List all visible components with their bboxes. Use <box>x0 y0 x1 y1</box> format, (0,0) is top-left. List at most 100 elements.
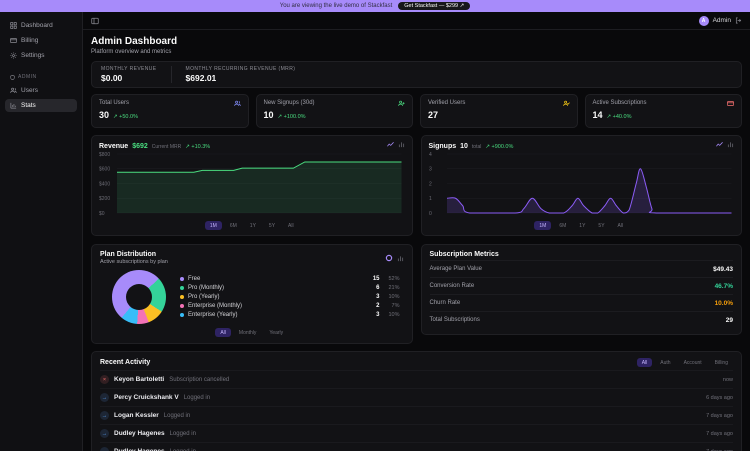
range-pill-1y[interactable]: 1Y <box>579 222 586 229</box>
metric-row-avg-plan-value: Average Plan Value $49.43 <box>429 260 733 277</box>
bar-chart-icon[interactable] <box>397 255 404 262</box>
activity-row[interactable]: × Keyon Bartoletti Subscription cancelle… <box>100 370 733 388</box>
plan-filter-yearly[interactable]: Yearly <box>269 329 284 336</box>
donut-chart-icon[interactable] <box>385 254 393 262</box>
banner-cta-button[interactable]: Get Stackfast — $299 ↗ <box>398 2 471 10</box>
signups-chart-card: Signups 10 total ↗ +900.0% 4 3 2 1 0 1M 6M 1 <box>420 135 742 236</box>
range-pill-5y[interactable]: 5Y <box>598 222 605 229</box>
subscription-metrics-card: Subscription Metrics Average Plan Value … <box>420 244 742 335</box>
main-area: A Admin Admin Dashboard Platform overvie… <box>83 12 750 451</box>
login-icon: → <box>100 447 109 451</box>
topbar: A Admin <box>83 12 750 30</box>
dashboard-icon <box>10 22 17 29</box>
revenue-change-badge: ↗ +10.3% <box>185 144 211 150</box>
stat-trend-badge: ↗ +50.0% <box>113 114 138 120</box>
line-chart-icon[interactable] <box>716 141 723 148</box>
sidebar-item-stats[interactable]: Stats <box>5 99 77 112</box>
activity-filter-all[interactable]: All <box>636 358 653 367</box>
stat-card-total-users: Total Users 30 ↗ +50.0% <box>91 94 249 128</box>
user-plus-icon <box>398 100 405 107</box>
range-pill-all[interactable]: All <box>288 222 294 229</box>
line-chart-icon[interactable] <box>386 141 394 148</box>
sidebar-item-dashboard[interactable]: Dashboard <box>5 19 77 32</box>
mid-row: Plan Distribution Active subscriptions b… <box>91 244 742 344</box>
plan-filter-all[interactable]: All <box>215 328 231 337</box>
range-pill-1m[interactable]: 1M <box>204 221 222 230</box>
sidebar-item-settings[interactable]: Settings <box>5 49 77 62</box>
strip-mrr: MONTHLY RECURRING REVENUE (MRR) $692.01 <box>170 66 310 83</box>
activity-row[interactable]: → Logan Kessler Logged in 7 days ago <box>100 406 733 424</box>
credit-card-icon <box>10 37 17 44</box>
stat-label: Total Users <box>99 100 130 106</box>
activity-filter-auth[interactable]: Auth <box>660 359 671 366</box>
legend-item-pro-monthly: Pro (Monthly) 6 21% <box>180 284 400 293</box>
svg-text:$800: $800 <box>99 152 110 158</box>
revenue-current-value: $692 <box>132 143 148 150</box>
legend-dot <box>180 277 184 281</box>
sidebar-item-label: Stats <box>21 102 36 109</box>
activity-row[interactable]: → Dudley Hagenes Logged in 7 days ago <box>100 442 733 451</box>
svg-text:$0: $0 <box>99 211 105 217</box>
revenue-area-chart[interactable]: $800 $600 $400 $200 $0 <box>99 150 405 220</box>
legend-item-enterprise-yearly: Enterprise (Yearly) 3 10% <box>180 311 400 320</box>
logout-icon[interactable] <box>735 17 742 24</box>
sidebar-item-label: Billing <box>21 37 39 44</box>
plan-donut-chart[interactable] <box>112 270 166 324</box>
range-pill-1y[interactable]: 1Y <box>249 222 256 229</box>
gear-icon <box>10 52 17 59</box>
page-title: Admin Dashboard <box>91 36 178 47</box>
legend-item-free: Free 15 52% <box>180 275 400 284</box>
svg-text:$200: $200 <box>99 196 110 202</box>
plan-filter-monthly[interactable]: Monthly <box>238 329 257 336</box>
plan-distribution-card: Plan Distribution Active subscriptions b… <box>91 244 413 344</box>
sidebar-item-label: Dashboard <box>21 22 53 29</box>
cancel-icon: × <box>100 375 109 384</box>
activity-filter-account[interactable]: Account <box>683 359 702 366</box>
svg-text:0: 0 <box>429 211 432 217</box>
range-pill-6m[interactable]: 6M <box>559 222 567 229</box>
legend-item-enterprise-monthly: Enterprise (Monthly) 2 7% <box>180 302 400 311</box>
sidebar-item-users[interactable]: Users <box>5 84 77 97</box>
metric-row-churn-rate: Churn Rate 10.0% <box>429 294 733 311</box>
metric-row-conversion-rate: Conversion Rate 46.7% <box>429 277 733 294</box>
login-icon: → <box>100 429 109 438</box>
sidebar-item-billing[interactable]: Billing <box>5 34 77 47</box>
svg-text:$600: $600 <box>99 167 110 173</box>
activity-row[interactable]: → Dudley Hagenes Logged in 7 days ago <box>100 424 733 442</box>
user-check-icon <box>562 100 570 107</box>
plan-subtitle: Active subscriptions by plan <box>100 259 168 265</box>
stat-trend-badge: ↗ +100.0% <box>277 114 306 120</box>
range-pill-1m[interactable]: 1M <box>534 221 552 230</box>
activity-filter-billing[interactable]: Billing <box>714 359 728 366</box>
stat-label: Active Subscriptions <box>592 100 647 106</box>
signups-current-value: 10 <box>460 143 468 150</box>
sidebar-toggle-icon[interactable] <box>91 17 99 25</box>
bar-chart-icon[interactable] <box>398 141 405 148</box>
signups-area-chart[interactable]: 4 3 2 1 0 <box>429 150 735 220</box>
stat-cards-row: Total Users 30 ↗ +50.0% New Signups (30d… <box>91 94 742 128</box>
charts-row: Revenue $692 Current MRR ↗ +10.3% $800 $6… <box>91 135 742 236</box>
signups-range-pills: 1M 6M 1Y 5Y All <box>429 221 735 230</box>
topbar-user-area: A Admin <box>698 15 742 26</box>
legend-dot <box>180 313 184 317</box>
svg-text:1: 1 <box>429 196 432 202</box>
avatar[interactable]: A <box>698 15 709 26</box>
range-pill-all[interactable]: All <box>617 222 624 229</box>
topbar-username: Admin <box>712 17 731 24</box>
range-pill-5y[interactable]: 5Y <box>268 222 276 229</box>
legend-dot <box>180 295 184 299</box>
shield-icon <box>10 74 15 80</box>
users-icon <box>10 87 17 94</box>
strip-monthly-revenue: MONTHLY REVENUE $0.00 <box>101 66 171 83</box>
recent-activity-card: Recent Activity All Auth Account Billing… <box>91 351 742 451</box>
login-icon: → <box>100 411 109 420</box>
range-pill-6m[interactable]: 6M <box>229 222 237 229</box>
stat-card-new-signups: New Signups (30d) 10 ↗ +100.0% <box>255 94 413 128</box>
strip-value: $0.00 <box>101 73 123 83</box>
bar-chart-icon <box>10 102 17 109</box>
signups-caption: total <box>471 144 482 150</box>
revenue-chart-card: Revenue $692 Current MRR ↗ +10.3% $800 $6… <box>91 135 413 236</box>
metrics-title: Subscription Metrics <box>429 251 499 258</box>
bar-chart-icon[interactable] <box>727 141 734 148</box>
activity-row[interactable]: → Percy Cruickshank V Logged in 6 days a… <box>100 388 733 406</box>
